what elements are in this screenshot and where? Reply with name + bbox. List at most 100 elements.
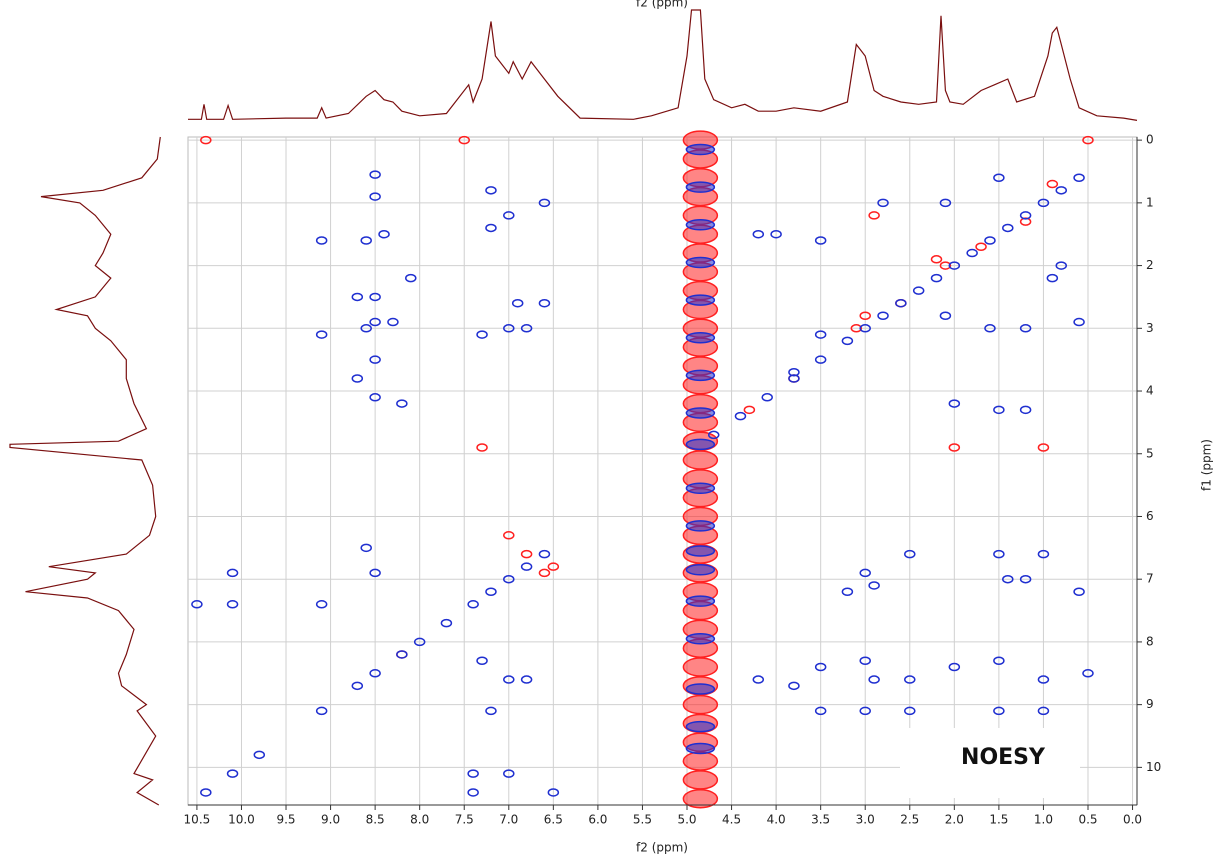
cross-peak [1055,261,1068,270]
cross-peak [948,443,961,452]
x-tick-label: 8.0 [410,813,429,827]
cross-peak [877,311,889,321]
cross-peak [538,549,551,559]
cross-peak [315,600,328,609]
cross-peak [752,675,765,684]
cross-peak [859,568,871,578]
cross-peak [369,170,381,179]
x-tick-label: 8.5 [366,813,385,827]
cross-peak [993,656,1005,665]
y-tick-label: 3 [1146,321,1154,335]
y-tick-label: 0 [1146,133,1154,147]
solvent-stripe-peak [682,788,719,809]
cross-peak [770,229,782,239]
cross-peak [369,568,381,578]
cross-peak [788,681,800,691]
cross-peak [939,311,952,321]
y-tick-label: 8 [1146,634,1154,648]
cross-peak [369,317,381,327]
solvent-stripe-peak [685,256,716,269]
cross-peak [396,399,408,408]
cross-peak [993,706,1005,716]
x-tick-label: 3.0 [856,813,875,827]
cross-peak [939,198,952,208]
cross-peak [788,367,800,377]
y-tick-label: 10 [1146,760,1161,774]
cross-peak [191,600,203,609]
cross-peak [200,788,212,797]
projection-trace [188,9,1138,121]
cross-peak [1037,443,1050,452]
cross-peak [993,549,1005,559]
cross-peak [993,173,1005,183]
x-tick-label: 0.5 [1078,813,1097,827]
x-tick-label: 0.0 [1123,813,1142,827]
cross-peak [734,411,747,421]
top-axis-title: f2 (ppm) [636,0,688,10]
cross-peak [413,637,426,647]
cross-peak [538,198,551,208]
cross-peak [351,681,364,691]
cross-peak [1073,587,1085,596]
solvent-stripe-peak [685,294,716,306]
cross-peak [351,292,364,302]
cross-peak [315,330,328,339]
cross-peak [378,229,390,239]
cross-peak [360,324,372,333]
cross-peak [814,236,827,245]
cross-peak [1002,574,1014,584]
cross-peak [200,135,212,145]
cross-peak [930,273,943,283]
y-axis-title: f1 (ppm) [1200,439,1214,491]
cross-peak [315,706,328,716]
cross-peak [1002,223,1014,233]
cross-peak [369,192,381,201]
y-tick-label: 6 [1146,509,1154,523]
cross-peak [948,261,961,270]
cross-peak [547,788,560,797]
solvent-stripe-peak [685,633,716,645]
cross-peak [1082,135,1094,145]
cross-peak [315,236,328,245]
cross-peak [1037,198,1050,208]
x-tick-label: 1.0 [1034,813,1053,827]
x-tick-label: 5.5 [633,813,652,827]
x-tick-label: 2.0 [945,813,964,827]
cross-peak [520,562,533,571]
cross-peak [503,211,515,220]
cross-peak [904,675,916,684]
solvent-stripe-peak [685,219,716,231]
x-tick-label: 7.5 [455,813,474,827]
cross-peak [761,393,773,402]
cross-peak [1037,675,1050,684]
cross-peak [369,355,381,364]
x-tick-label: 10.5 [184,813,211,827]
y-tick-label: 1 [1146,195,1154,209]
cross-peak [405,273,417,283]
solvent-stripe-peak [685,545,716,557]
cross-peak [1037,706,1050,716]
cross-peak [538,298,551,308]
cross-peak [467,788,479,797]
solvent-stripe-peak [685,683,716,695]
cross-peak [369,669,381,678]
cross-peak [476,443,488,452]
cross-peak [707,430,720,440]
cross-peak [226,568,239,578]
cross-peak [877,198,889,208]
cross-peak [226,600,239,609]
cross-peak [814,330,827,339]
y-tick-label: 2 [1146,258,1154,272]
solvent-stripe-peak [685,369,716,382]
cross-peak [440,618,453,628]
solvent-stripe-peak [685,181,716,193]
cross-peak [485,587,497,596]
cross-peak [1019,324,1032,333]
cross-peak [814,662,827,672]
x-tick-label: 6.0 [588,813,607,827]
x-tick-label: 3.5 [811,813,830,827]
x-tick-label: 5.0 [677,813,696,827]
solvent-stripe-peak [685,331,716,344]
solvent-stripe-peak [682,694,719,715]
cross-peak [743,405,756,415]
